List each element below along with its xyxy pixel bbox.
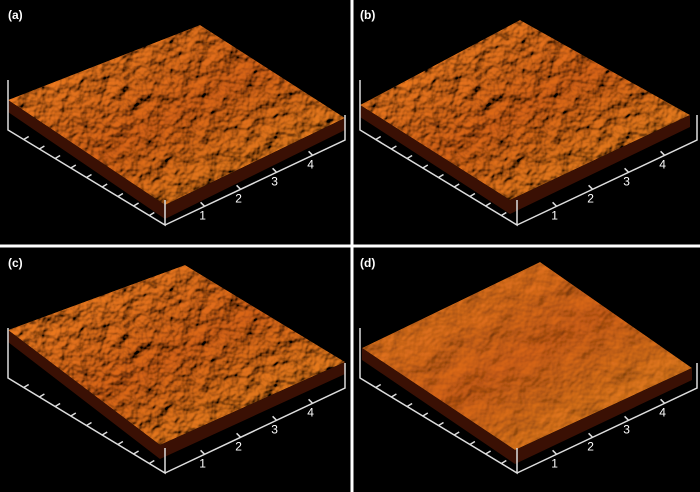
axis-tick: [54, 402, 61, 408]
axis-tick: [308, 150, 314, 156]
axis-tick: [660, 398, 666, 404]
axis-tick: [200, 449, 206, 455]
panel-label: (a): [8, 8, 23, 22]
axis-tick: [453, 431, 460, 436]
axis-tick: [438, 421, 444, 427]
axis-tick: [117, 440, 124, 446]
panel: 1 2 3 4 (d): [359, 256, 698, 475]
axis: [164, 363, 346, 474]
axis-tick: [375, 135, 382, 141]
axis-tick-label: 3: [623, 174, 630, 188]
axis-tick: [469, 192, 476, 198]
axis-tick: [148, 211, 155, 217]
axis-tick: [272, 415, 278, 421]
panel: 1 2 3 4 (c): [7, 256, 346, 475]
axis-tick: [485, 202, 491, 207]
surface: [8, 265, 345, 445]
axis-tick: [101, 431, 108, 436]
axis-tick-label: 3: [271, 174, 278, 188]
axis-tick: [406, 154, 413, 160]
axis-tick: [101, 183, 108, 188]
axis-tick: [39, 393, 45, 398]
axis-tick-label: 2: [235, 191, 242, 205]
axis-tick-label: 2: [587, 439, 594, 453]
axis-tick-label: 4: [659, 157, 666, 171]
axis-tick-label: 3: [271, 422, 278, 436]
surface-side: [360, 105, 690, 214]
axis-tick: [86, 173, 92, 179]
axis-tick-label: 1: [199, 456, 206, 470]
axis-tick: [500, 211, 507, 217]
axis-tick: [375, 383, 382, 389]
axis-tick: [391, 145, 397, 150]
axis-tick-label: 4: [659, 405, 666, 419]
axis-tick: [453, 183, 460, 188]
axis-tick: [23, 383, 30, 389]
panel-label: (b): [360, 8, 375, 22]
surface-side: [8, 330, 345, 459]
panel: 1 2 3 4 (a): [7, 8, 346, 227]
axis-tick: [624, 415, 630, 421]
axis-tick: [133, 450, 139, 455]
axis-tick: [438, 173, 444, 179]
axis-tick: [117, 192, 124, 198]
axis-tick: [500, 459, 507, 465]
axis-tick: [272, 167, 278, 173]
axis-tick: [406, 402, 413, 408]
axis-tick: [70, 412, 77, 417]
axis-tick: [469, 440, 476, 446]
axis-tick: [624, 167, 630, 173]
axis-tick: [133, 202, 139, 207]
axis-tick: [70, 164, 77, 169]
axis-tick-label: 4: [307, 405, 314, 419]
panel: 1 2 3 4 (b): [359, 8, 698, 227]
axis-tick-label: 2: [235, 439, 242, 453]
panel-label: (d): [360, 256, 375, 270]
axis-tick: [86, 421, 92, 427]
axis-tick: [308, 398, 314, 404]
axis: [516, 363, 698, 474]
axis-tick: [236, 184, 242, 190]
axis-tick: [23, 135, 30, 141]
surface: [8, 25, 345, 205]
surface: [362, 262, 692, 450]
surface-side: [8, 100, 345, 219]
axis-tick: [236, 432, 242, 438]
axis-tick: [39, 145, 45, 150]
axis-tick: [200, 201, 206, 207]
axis-tick-label: 1: [199, 208, 206, 222]
panel-label: (c): [8, 256, 23, 270]
axis-tick-label: 3: [623, 422, 630, 436]
axis-tick: [660, 150, 666, 156]
axis-tick-label: 2: [587, 191, 594, 205]
surface: [360, 20, 690, 200]
axis-tick: [422, 164, 429, 169]
axis-tick: [54, 154, 61, 160]
axis-tick: [422, 412, 429, 417]
axis-tick: [588, 432, 594, 438]
axis-tick-label: 1: [551, 208, 558, 222]
axis-tick-label: 1: [551, 456, 558, 470]
axis-tick: [552, 449, 558, 455]
axis-tick: [148, 459, 155, 465]
axis-tick: [485, 450, 491, 455]
axis-tick: [552, 201, 558, 207]
axis-tick-label: 4: [307, 157, 314, 171]
axis-tick: [588, 184, 594, 190]
axis: [164, 115, 346, 226]
axis-tick: [391, 393, 397, 398]
axis: [516, 115, 698, 226]
surface-side: [362, 348, 692, 464]
